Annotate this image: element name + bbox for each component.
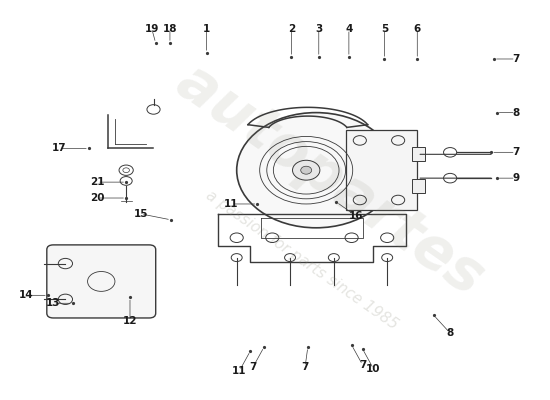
Text: 12: 12 — [123, 316, 138, 326]
Text: 16: 16 — [349, 211, 363, 221]
Text: 15: 15 — [134, 209, 148, 219]
Circle shape — [236, 113, 395, 228]
Text: 17: 17 — [52, 143, 66, 153]
Bar — [346, 130, 417, 210]
Circle shape — [293, 160, 320, 180]
Text: 14: 14 — [19, 290, 34, 300]
Text: 10: 10 — [366, 364, 381, 374]
Text: 7: 7 — [249, 362, 257, 372]
Text: 8: 8 — [447, 328, 454, 338]
Text: 9: 9 — [512, 173, 519, 183]
Text: 18: 18 — [163, 24, 177, 34]
Text: 5: 5 — [381, 24, 388, 34]
Text: 19: 19 — [145, 24, 159, 34]
Text: 11: 11 — [224, 199, 239, 209]
Text: 2: 2 — [288, 24, 295, 34]
Bar — [412, 179, 426, 193]
Text: 8: 8 — [512, 108, 519, 118]
Text: 6: 6 — [414, 24, 421, 34]
Text: 13: 13 — [46, 298, 60, 308]
Text: 21: 21 — [90, 177, 104, 187]
Text: autopartes: autopartes — [166, 53, 494, 307]
Text: 7: 7 — [512, 54, 519, 64]
Text: 7: 7 — [359, 360, 366, 370]
FancyBboxPatch shape — [47, 245, 156, 318]
Bar — [412, 147, 426, 162]
Text: 20: 20 — [90, 193, 104, 203]
Text: 3: 3 — [315, 24, 322, 34]
Text: 4: 4 — [345, 24, 353, 34]
Text: 7: 7 — [512, 147, 519, 157]
Text: 11: 11 — [232, 366, 247, 376]
Circle shape — [301, 166, 312, 174]
Text: 1: 1 — [203, 24, 210, 34]
Text: 7: 7 — [301, 362, 309, 372]
Text: a passion for parts since 1985: a passion for parts since 1985 — [204, 187, 401, 332]
